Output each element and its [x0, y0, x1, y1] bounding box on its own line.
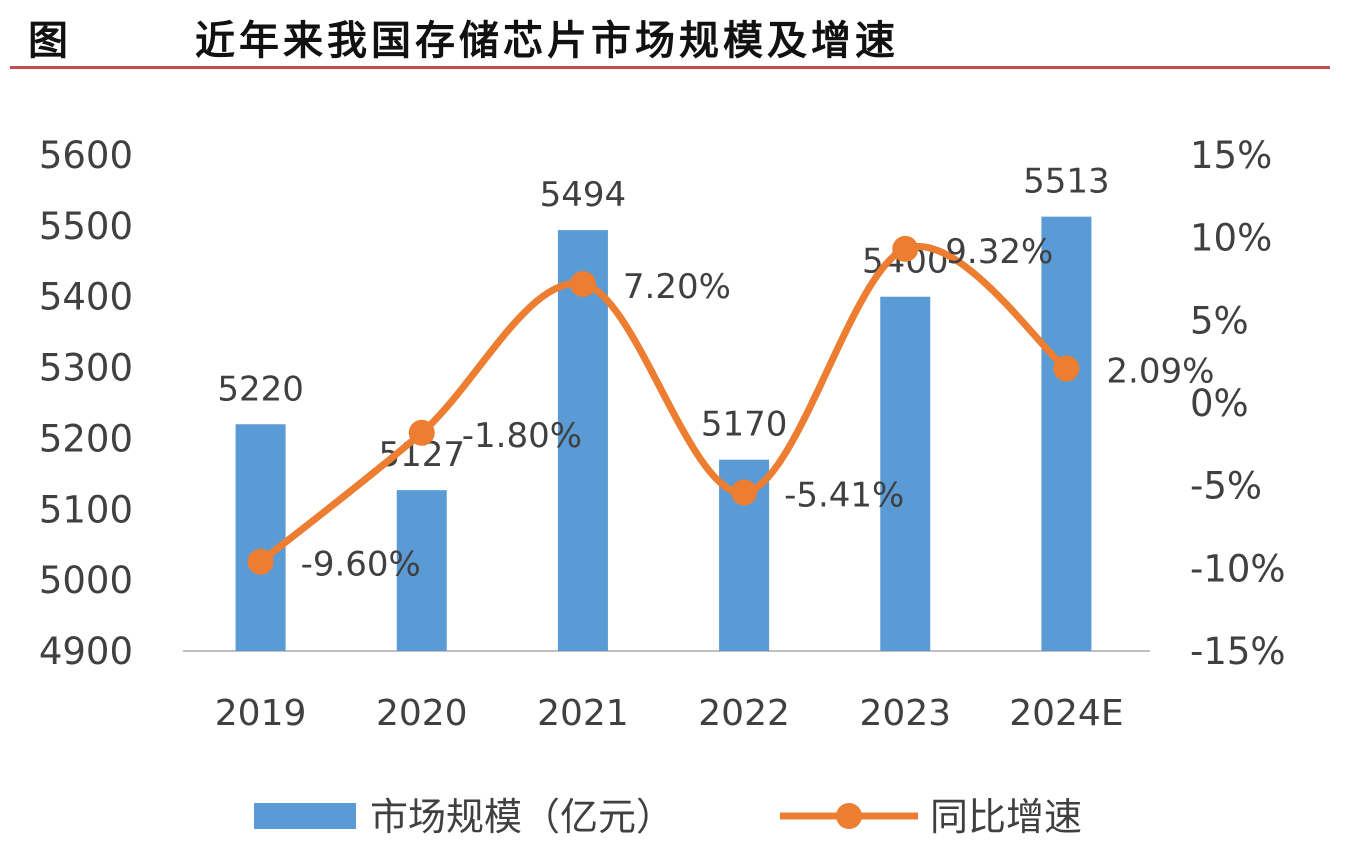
bar [880, 296, 931, 651]
bar [557, 230, 608, 651]
line-data-label: -1.80% [462, 416, 582, 456]
x-axis-tick: 2019 [215, 693, 307, 734]
legend-bar-label: 市场规模（亿元） [370, 795, 674, 839]
legend-bar-swatch [254, 803, 356, 829]
bar-data-label: 5170 [701, 405, 788, 445]
line-point [731, 479, 758, 506]
left-axis-tick: 5200 [39, 417, 133, 460]
right-axis-tick: 15% [1190, 134, 1272, 177]
bar-data-label: 5220 [217, 369, 304, 409]
line-data-label: 7.20% [623, 267, 731, 307]
right-axis-tick: -5% [1190, 465, 1262, 508]
left-axis-tick: 5300 [39, 347, 133, 390]
left-axis-tick: 5400 [39, 276, 133, 319]
line-data-label: -9.60% [301, 545, 421, 585]
x-axis-tick: 2020 [376, 693, 468, 734]
line-point [569, 270, 596, 297]
line-data-label: 2.09% [1106, 351, 1214, 391]
line-point [1053, 355, 1080, 382]
left-axis-tick: 4900 [39, 630, 133, 673]
line-data-label: -5.41% [784, 475, 904, 515]
left-axis-tick: 5500 [39, 205, 133, 248]
left-axis-tick: 5600 [39, 134, 133, 177]
bar-data-label: 5513 [1023, 162, 1110, 202]
title-divider [10, 66, 1330, 69]
right-axis-tick: -15% [1190, 630, 1286, 673]
line-point [247, 548, 274, 575]
chart-title: 近年来我国存储芯片市场规模及增速 [195, 17, 899, 64]
line-data-label: 9.32% [945, 232, 1053, 272]
bar [1041, 216, 1092, 651]
line-point [408, 419, 435, 446]
left-axis-tick: 5000 [39, 559, 133, 602]
x-axis-tick: 2024E [1009, 693, 1123, 734]
line-point [892, 235, 919, 262]
right-axis-tick: 0% [1190, 382, 1249, 425]
right-axis-tick: 5% [1190, 299, 1249, 342]
x-axis-tick: 2021 [537, 693, 629, 734]
x-axis-tick: 2023 [859, 693, 951, 734]
bar [396, 490, 447, 651]
bar-data-label: 5494 [540, 175, 627, 215]
figure-label: 图 [28, 17, 68, 64]
right-axis-tick: 10% [1190, 217, 1272, 260]
legend-line-label: 同比增速 [930, 795, 1082, 839]
right-axis-tick: -10% [1190, 547, 1286, 590]
x-axis-tick: 2022 [698, 693, 790, 734]
legend-line-marker [836, 803, 862, 829]
left-axis-tick: 5100 [39, 488, 133, 531]
bar [235, 424, 286, 651]
